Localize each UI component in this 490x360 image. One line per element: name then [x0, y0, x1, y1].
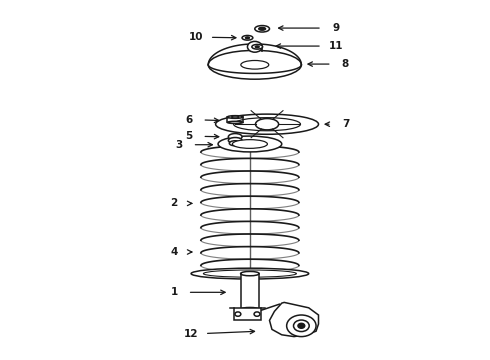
Text: 5: 5: [185, 131, 192, 141]
Ellipse shape: [255, 26, 270, 32]
Text: 9: 9: [332, 23, 339, 33]
Circle shape: [247, 41, 262, 52]
Ellipse shape: [259, 27, 266, 30]
Ellipse shape: [208, 50, 301, 79]
FancyBboxPatch shape: [234, 308, 261, 320]
Ellipse shape: [232, 140, 268, 148]
Ellipse shape: [241, 60, 269, 69]
Bar: [241, 274, 259, 310]
Ellipse shape: [218, 136, 282, 152]
Text: 12: 12: [184, 329, 198, 339]
Ellipse shape: [241, 307, 259, 312]
Ellipse shape: [229, 141, 241, 146]
Text: 4: 4: [170, 247, 178, 257]
Ellipse shape: [216, 114, 318, 134]
Ellipse shape: [241, 271, 259, 276]
Circle shape: [298, 323, 305, 328]
Circle shape: [254, 312, 260, 316]
Ellipse shape: [245, 37, 249, 39]
Ellipse shape: [191, 268, 309, 279]
Circle shape: [235, 312, 241, 316]
Ellipse shape: [228, 134, 242, 140]
Ellipse shape: [255, 46, 259, 48]
Ellipse shape: [228, 138, 242, 143]
Ellipse shape: [255, 118, 279, 130]
Ellipse shape: [227, 121, 243, 123]
Ellipse shape: [242, 36, 253, 40]
Text: 8: 8: [342, 59, 349, 69]
Text: 3: 3: [175, 140, 182, 150]
Circle shape: [294, 320, 309, 332]
Circle shape: [287, 315, 316, 337]
Ellipse shape: [227, 116, 243, 118]
Text: 2: 2: [171, 198, 177, 208]
Ellipse shape: [234, 118, 300, 131]
Polygon shape: [270, 302, 318, 337]
Text: 7: 7: [342, 119, 349, 129]
Text: 10: 10: [189, 32, 203, 42]
Ellipse shape: [203, 270, 296, 277]
Text: 6: 6: [185, 114, 192, 125]
Text: 1: 1: [171, 287, 177, 297]
Ellipse shape: [252, 45, 263, 49]
Ellipse shape: [231, 116, 239, 118]
Text: 11: 11: [328, 41, 343, 51]
